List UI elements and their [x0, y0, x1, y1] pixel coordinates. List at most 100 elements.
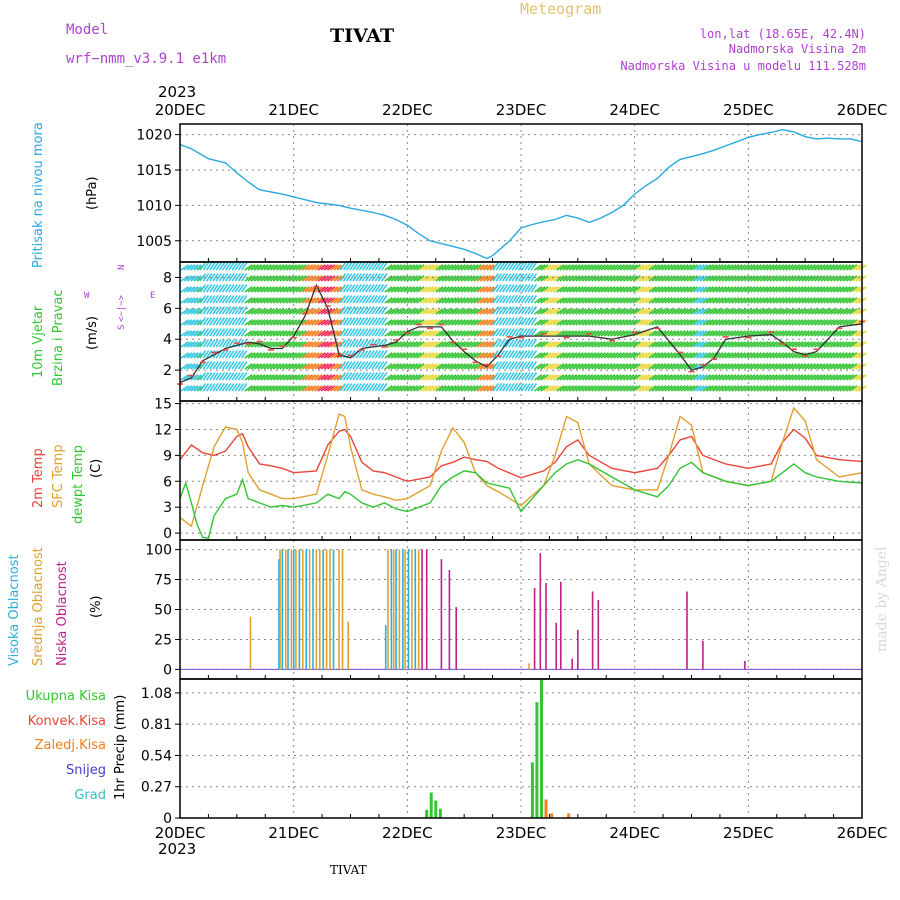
- bar-low: [686, 591, 688, 670]
- bar-high: [390, 549, 393, 670]
- wind-arrow: [435, 374, 444, 381]
- wind-arrow: [807, 275, 816, 282]
- wind-arrow: [498, 372, 506, 381]
- wind-arrow: [498, 328, 506, 337]
- y-tick-label: 0.54: [141, 748, 172, 764]
- wind-arrow: [272, 319, 282, 326]
- wind-arrow: [225, 317, 232, 326]
- wind-arrow: [801, 286, 810, 293]
- wind-arrow: [240, 372, 248, 381]
- wind-arrow: [448, 363, 457, 370]
- wind-arrow: [785, 264, 794, 271]
- wind-arrow: [791, 374, 801, 381]
- wind-arrow: [342, 284, 350, 293]
- wind-arrow: [623, 341, 632, 348]
- wind-arrow: [737, 363, 746, 370]
- wind-arrow: [724, 385, 734, 392]
- wind-arrow: [559, 286, 568, 293]
- wind-arrow: [839, 319, 848, 326]
- wind-arrow: [721, 330, 731, 337]
- wind-arrow: [218, 295, 226, 304]
- wind-arrow: [721, 352, 731, 359]
- wind-arrow: [619, 297, 629, 304]
- wind-arrow: [345, 284, 353, 293]
- wind-arrow: [594, 363, 603, 370]
- wind-arrow: [413, 374, 422, 381]
- wind-arrow: [250, 308, 259, 315]
- wind-arrow: [432, 264, 441, 271]
- wind-arrow: [638, 308, 648, 315]
- wind-arrow: [345, 295, 353, 304]
- wind-arrow: [721, 385, 731, 392]
- wind-arrow: [413, 341, 422, 348]
- wind-arrow: [836, 385, 845, 392]
- wind-arrow: [632, 286, 641, 293]
- wind-arrow: [724, 330, 734, 337]
- wind-arrow: [266, 352, 275, 359]
- wind-arrow: [693, 352, 702, 359]
- wind-arrow: [441, 374, 450, 381]
- wind-arrow: [279, 385, 288, 392]
- wind-arrow: [479, 319, 489, 326]
- wind-arrow: [794, 297, 804, 304]
- wind-arrow: [584, 374, 594, 381]
- wind-arrow: [250, 286, 259, 293]
- wind-arrow: [492, 262, 499, 271]
- wind-arrow: [721, 308, 731, 315]
- wind-arrow: [734, 363, 743, 370]
- bar-low: [591, 591, 594, 670]
- wind-arrow: [559, 363, 568, 370]
- wind-arrow: [658, 264, 667, 271]
- wind-arrow: [626, 308, 635, 315]
- wind-arrow: [183, 363, 193, 370]
- bar-mid: [392, 549, 395, 670]
- wind-arrow: [374, 372, 382, 381]
- wind-arrow: [849, 363, 858, 370]
- wind-arrow: [724, 275, 734, 282]
- wind-arrow: [565, 341, 575, 348]
- wind-arrow: [839, 330, 848, 337]
- wind-arrow: [823, 319, 832, 326]
- wind-arrow: [285, 352, 294, 359]
- wind-arrow: [416, 330, 425, 337]
- wind-arrow: [483, 286, 492, 293]
- wind-arrow: [613, 330, 622, 337]
- wind-arrow: [307, 275, 317, 282]
- wind-arrow: [673, 297, 683, 304]
- wind-arrow: [683, 297, 692, 304]
- wind-arrow: [689, 319, 699, 326]
- wind-arrow: [352, 262, 359, 271]
- wind-arrow: [572, 363, 581, 370]
- wind-arrow: [849, 264, 858, 271]
- wind-arrow: [444, 363, 454, 370]
- wind-arrow: [635, 385, 645, 392]
- wind-arrow: [448, 385, 457, 392]
- wind-arrow: [721, 374, 731, 381]
- wind-arrow: [597, 286, 606, 293]
- wind-arrow: [782, 286, 791, 293]
- wind-arrow: [266, 374, 275, 381]
- wind-arrow: [413, 308, 422, 315]
- wind-arrow: [769, 264, 778, 271]
- wind-arrow: [626, 297, 635, 304]
- wind-arrow: [257, 352, 266, 359]
- wind-arrow: [709, 319, 718, 326]
- wind-arrow: [849, 297, 858, 304]
- wind-arrow: [333, 264, 342, 271]
- wind-arrow: [327, 363, 336, 370]
- wind-arrow: [240, 273, 248, 282]
- wind-arrow: [349, 383, 356, 392]
- wind-arrow: [228, 295, 235, 304]
- wind-arrow: [413, 264, 422, 271]
- wind-arrow: [623, 308, 632, 315]
- wind-arrow: [696, 308, 705, 315]
- wind-arrow: [562, 319, 571, 326]
- wind-arrow: [193, 385, 202, 392]
- wind-arrow: [218, 262, 226, 271]
- wind-arrow: [221, 372, 229, 381]
- wind-arrow: [377, 295, 385, 304]
- lonlat-label: lon,lat (18.65E, 42.4N): [700, 27, 866, 41]
- wind-arrow: [409, 341, 419, 348]
- wind-arrow: [782, 264, 791, 271]
- wind-arrow: [263, 319, 272, 326]
